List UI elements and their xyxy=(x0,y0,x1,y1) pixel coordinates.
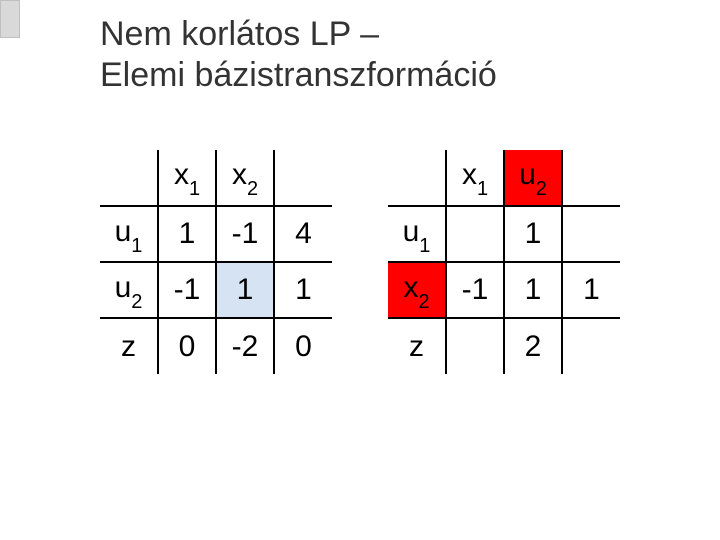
cell xyxy=(446,318,504,374)
row-header: u2 xyxy=(100,262,158,318)
title-line-1: Nem korlátos LP – xyxy=(100,15,379,53)
cell: 1 xyxy=(504,262,562,318)
row-header: z xyxy=(100,318,158,374)
cell: 4 xyxy=(274,206,332,262)
row-header: u1 xyxy=(388,206,446,262)
cell: 1 xyxy=(274,262,332,318)
col-header-highlight: u2 xyxy=(504,150,562,206)
pivot-cell: 1 xyxy=(216,262,274,318)
table-row: u1 1 xyxy=(388,206,620,262)
cell-blank xyxy=(562,150,620,206)
table-row: z 2 xyxy=(388,318,620,374)
tables-container: x1 x2 u1 1 -1 4 u2 -1 xyxy=(100,150,620,374)
row-header: z xyxy=(388,318,446,374)
simplex-table-right: x1 u2 u1 1 x2 -1 xyxy=(388,150,620,374)
simplex-table-left: x1 x2 u1 1 -1 4 u2 -1 xyxy=(100,150,332,374)
cell: -2 xyxy=(216,318,274,374)
cell-blank xyxy=(388,150,446,206)
col-header: x2 xyxy=(216,150,274,206)
table-row: u1 1 -1 4 xyxy=(100,206,332,262)
col-header: x1 xyxy=(446,150,504,206)
cell-blank xyxy=(274,150,332,206)
table-row: x2 -1 1 1 xyxy=(388,262,620,318)
cell: 0 xyxy=(274,318,332,374)
cell-blank xyxy=(100,150,158,206)
cell xyxy=(446,206,504,262)
cell: 1 xyxy=(158,206,216,262)
cell: 2 xyxy=(504,318,562,374)
cell: 1 xyxy=(504,206,562,262)
table-row: x1 x2 xyxy=(100,150,332,206)
cell: -1 xyxy=(446,262,504,318)
table-row: z 0 -2 0 xyxy=(100,318,332,374)
slide: Nem korlátos LP – Elemi bázistranszformá… xyxy=(0,0,720,540)
slide-title: Nem korlátos LP – Elemi bázistranszformá… xyxy=(100,14,497,96)
col-header: x1 xyxy=(158,150,216,206)
cell: 1 xyxy=(562,262,620,318)
cell xyxy=(562,206,620,262)
table-row: x1 u2 xyxy=(388,150,620,206)
cell: -1 xyxy=(216,206,274,262)
table-row: u2 -1 1 1 xyxy=(100,262,332,318)
row-header-highlight: x2 xyxy=(388,262,446,318)
decoration-bar xyxy=(0,0,20,38)
cell: -1 xyxy=(158,262,216,318)
row-header: u1 xyxy=(100,206,158,262)
title-line-2: Elemi bázistranszformáció xyxy=(100,56,497,94)
cell xyxy=(562,318,620,374)
cell: 0 xyxy=(158,318,216,374)
